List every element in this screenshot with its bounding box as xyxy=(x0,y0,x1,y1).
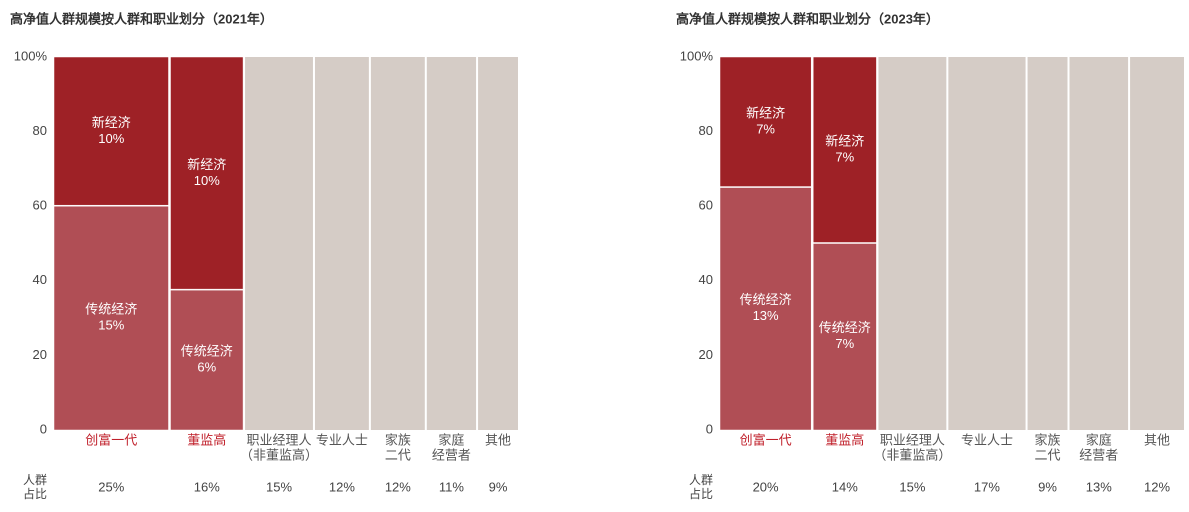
segment-value: 13% xyxy=(753,308,779,323)
column xyxy=(1027,57,1068,430)
column xyxy=(478,57,518,430)
x-tick-label: 创富一代 xyxy=(740,432,792,447)
x-tick-label: 二代 xyxy=(385,447,411,462)
share-label: 25% xyxy=(98,479,124,494)
y-tick-label: 100% xyxy=(14,48,48,63)
segment-value: 7% xyxy=(835,150,854,165)
segment xyxy=(53,56,169,206)
x-tick-label: 经营者 xyxy=(1079,447,1118,462)
segment xyxy=(53,205,169,431)
segment-name: 传统经济 xyxy=(740,292,792,307)
share-label: 12% xyxy=(1144,479,1170,494)
column xyxy=(878,57,947,430)
segment-value: 10% xyxy=(194,173,220,188)
x-tick-label: 董监高 xyxy=(825,432,864,447)
y-tick-label: 80 xyxy=(699,123,713,138)
y-tick-label: 40 xyxy=(33,272,47,287)
column xyxy=(948,57,1026,430)
x-tick-label: 职业经理人 xyxy=(880,432,945,447)
segment-name: 传统经济 xyxy=(181,344,233,359)
segment xyxy=(170,289,244,431)
segment xyxy=(719,187,812,431)
y-tick-label: 100% xyxy=(680,48,714,63)
column xyxy=(370,57,425,430)
x-tick-label: 家族 xyxy=(1035,432,1061,447)
segment-value: 7% xyxy=(835,336,854,351)
y-tick-label: 20 xyxy=(33,347,47,362)
x-tick-label: 其他 xyxy=(485,432,511,447)
x-tick-label: 专业人士 xyxy=(316,432,368,447)
x-tick-label: 创富一代 xyxy=(85,432,137,447)
share-label: 15% xyxy=(266,479,292,494)
segment-value: 15% xyxy=(98,318,124,333)
segment xyxy=(812,56,877,243)
y-tick-label: 0 xyxy=(706,421,713,436)
share-label: 14% xyxy=(832,479,858,494)
share-label: 15% xyxy=(899,479,925,494)
share-row-label: 占比 xyxy=(23,486,47,501)
y-tick-label: 80 xyxy=(33,123,47,138)
y-tick-label: 60 xyxy=(699,198,713,213)
x-tick-label: 其他 xyxy=(1144,432,1170,447)
segment xyxy=(170,56,244,290)
x-tick-label: （非董监高） xyxy=(873,447,951,462)
column xyxy=(1069,57,1129,430)
share-label: 13% xyxy=(1086,479,1112,494)
y-tick-label: 40 xyxy=(699,272,713,287)
segment-name: 传统经济 xyxy=(85,302,137,317)
segment-name: 新经济 xyxy=(746,106,785,121)
x-tick-label: 家庭 xyxy=(1086,432,1112,447)
y-tick-label: 60 xyxy=(33,198,47,213)
x-tick-label: 经营者 xyxy=(432,447,471,462)
share-row-label: 人群 xyxy=(689,473,713,487)
segment-name: 新经济 xyxy=(825,134,864,149)
share-row-label: 人群 xyxy=(23,473,47,487)
x-tick-label: 二代 xyxy=(1035,447,1061,462)
share-label: 9% xyxy=(489,479,508,494)
x-tick-label: 董监高 xyxy=(187,432,226,447)
segment-name: 新经济 xyxy=(92,115,131,130)
segment-value: 10% xyxy=(98,131,124,146)
segment xyxy=(719,56,812,187)
share-label: 12% xyxy=(329,479,355,494)
x-tick-label: 家庭 xyxy=(438,432,464,447)
y-tick-label: 20 xyxy=(699,347,713,362)
x-tick-label: 专业人士 xyxy=(961,432,1013,447)
x-tick-label: 职业经理人 xyxy=(247,432,312,447)
share-label: 12% xyxy=(385,479,411,494)
column xyxy=(314,57,369,430)
column xyxy=(1130,57,1184,430)
x-tick-label: （非董监高） xyxy=(240,447,318,462)
share-label: 20% xyxy=(753,479,779,494)
segment xyxy=(812,243,877,431)
share-label: 17% xyxy=(974,479,1000,494)
column xyxy=(426,57,477,430)
y-tick-label: 0 xyxy=(40,421,47,436)
segment-name: 传统经济 xyxy=(819,320,871,335)
share-label: 11% xyxy=(439,479,464,494)
chart-title: 高净值人群规模按人群和职业划分（2021年） xyxy=(10,11,273,26)
column xyxy=(245,57,313,430)
share-label: 9% xyxy=(1038,479,1057,494)
segment-name: 新经济 xyxy=(187,157,226,172)
chart-title: 高净值人群规模按人群和职业划分（2023年） xyxy=(676,11,939,26)
segment-value: 6% xyxy=(197,360,216,375)
share-row-label: 占比 xyxy=(689,486,713,501)
x-tick-label: 家族 xyxy=(385,432,411,447)
share-label: 16% xyxy=(194,479,220,494)
segment-value: 7% xyxy=(756,122,775,137)
